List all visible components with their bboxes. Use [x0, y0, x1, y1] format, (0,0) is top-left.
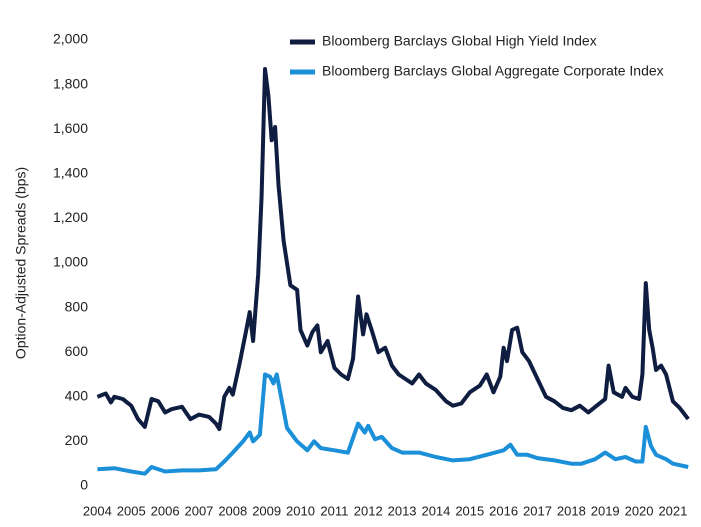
x-tick-label: 2012 — [354, 503, 383, 518]
x-tick-label: 2015 — [455, 503, 484, 518]
x-tick-label: 2020 — [625, 503, 654, 518]
x-tick-label: 2005 — [117, 503, 146, 518]
x-tick-label: 2009 — [252, 503, 281, 518]
legend-label: Bloomberg Barclays Global High Yield Ind… — [322, 33, 597, 49]
x-tick-label: 2019 — [591, 503, 620, 518]
x-tick-label: 2016 — [489, 503, 518, 518]
x-tick-label: 2017 — [523, 503, 552, 518]
y-tick-label: 0 — [80, 477, 88, 493]
y-tick-label: 1,400 — [53, 165, 88, 181]
x-tick-label: 2008 — [218, 503, 247, 518]
x-tick-label: 2018 — [557, 503, 586, 518]
y-tick-label: 1,600 — [53, 120, 88, 136]
y-tick-label: 600 — [65, 343, 89, 359]
series-line — [97, 372, 689, 476]
x-tick-label: 2011 — [320, 503, 348, 518]
x-tick-label: 2010 — [286, 503, 315, 518]
y-tick-label: 1,800 — [53, 75, 88, 91]
x-tick-label: 2006 — [151, 503, 180, 518]
y-tick-label: 400 — [65, 388, 89, 404]
y-tick-label: 800 — [65, 298, 89, 314]
y-tick-label: 200 — [65, 432, 89, 448]
x-tick-label: 2014 — [421, 503, 450, 518]
x-tick-label: 2004 — [83, 503, 112, 518]
y-tick-label: 2,000 — [53, 31, 88, 47]
y-tick-label: 1,200 — [53, 209, 88, 225]
x-tick-label: 2013 — [388, 503, 417, 518]
y-axis-label: Option-Adjusted Spreads (bps) — [13, 167, 29, 359]
series-line — [96, 67, 690, 432]
legend-label: Bloomberg Barclays Global Aggregate Corp… — [322, 63, 664, 79]
y-tick-label: 1,000 — [53, 254, 88, 270]
x-tick-label: 2007 — [184, 503, 213, 518]
x-tick-label: 2021 — [658, 503, 687, 518]
